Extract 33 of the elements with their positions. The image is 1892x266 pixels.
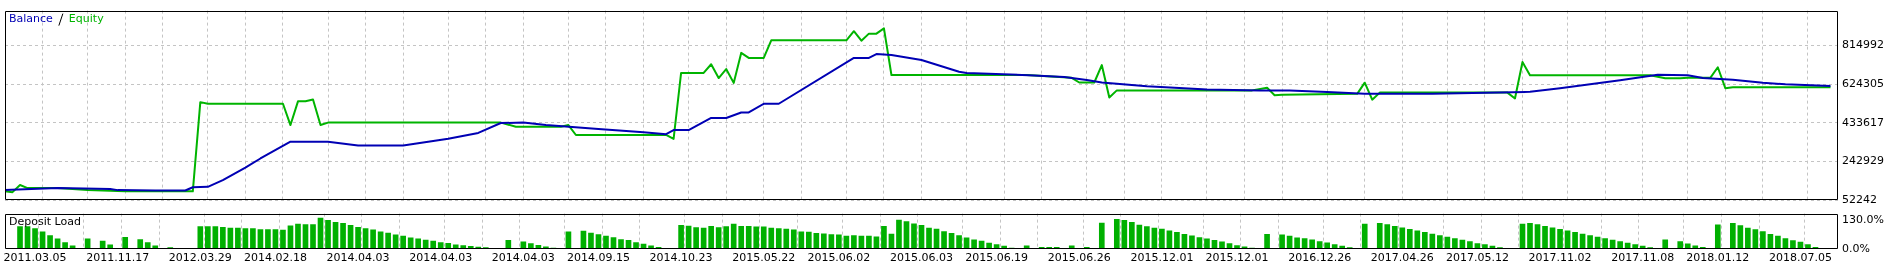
- x-tick-label: 2012.03.29: [168, 251, 232, 265]
- x-tick-label: 2018.01.12: [1686, 251, 1750, 265]
- x-tick-label: 2017.11.08: [1611, 251, 1675, 265]
- x-tick-label: 2014.04.03: [409, 251, 473, 265]
- text: Equity: [68, 11, 105, 25]
- x-tick-label: 2014.04.03: [491, 251, 555, 265]
- x-tick-label: 2018.07.05: [1768, 251, 1832, 265]
- x-tick-label: 2015.12.01: [1130, 251, 1194, 265]
- x-tick-label: 2015.06.03: [890, 251, 953, 265]
- x-tick-label: 2017.05.12: [1445, 251, 1509, 265]
- y-tick-label: 130.0%: [1842, 213, 1884, 227]
- x-tick-label: 2017.04.26: [1370, 251, 1434, 265]
- x-tick-label: 2014.10.23: [649, 251, 713, 265]
- x-tick-label: 2015.06.26: [1047, 251, 1111, 265]
- x-tick-label: 2014.02.18: [243, 251, 307, 265]
- y-tick-label: 242929: [1842, 154, 1884, 168]
- x-tick-label: 2015.05.22: [732, 251, 796, 265]
- x-tick-label: 2015.06.02: [807, 251, 871, 265]
- x-tick-label: 2015.12.01: [1205, 251, 1269, 265]
- x-tick-label: 2014.09.15: [566, 251, 630, 265]
- y-tick-label: 0.0%: [1842, 241, 1870, 255]
- x-tick-label: 2014.04.03: [326, 251, 390, 265]
- x-tick-label: 2011.11.17: [86, 251, 150, 265]
- text: Balance: [9, 11, 54, 25]
- x-tick-label: 2017.11.02: [1528, 251, 1592, 265]
- y-tick-label: 52242: [1842, 192, 1877, 206]
- y-tick-label: 814992: [1842, 38, 1884, 52]
- x-tick-label: 2016.12.26: [1288, 251, 1352, 265]
- x-tick-label: 2011.03.05: [3, 251, 67, 265]
- x-tick-label: 2015.06.19: [965, 251, 1029, 265]
- y-tick-label: 624305: [1842, 76, 1884, 90]
- y-tick-label: 433617: [1842, 115, 1884, 129]
- chart-title: Deposit Load: [9, 214, 81, 228]
